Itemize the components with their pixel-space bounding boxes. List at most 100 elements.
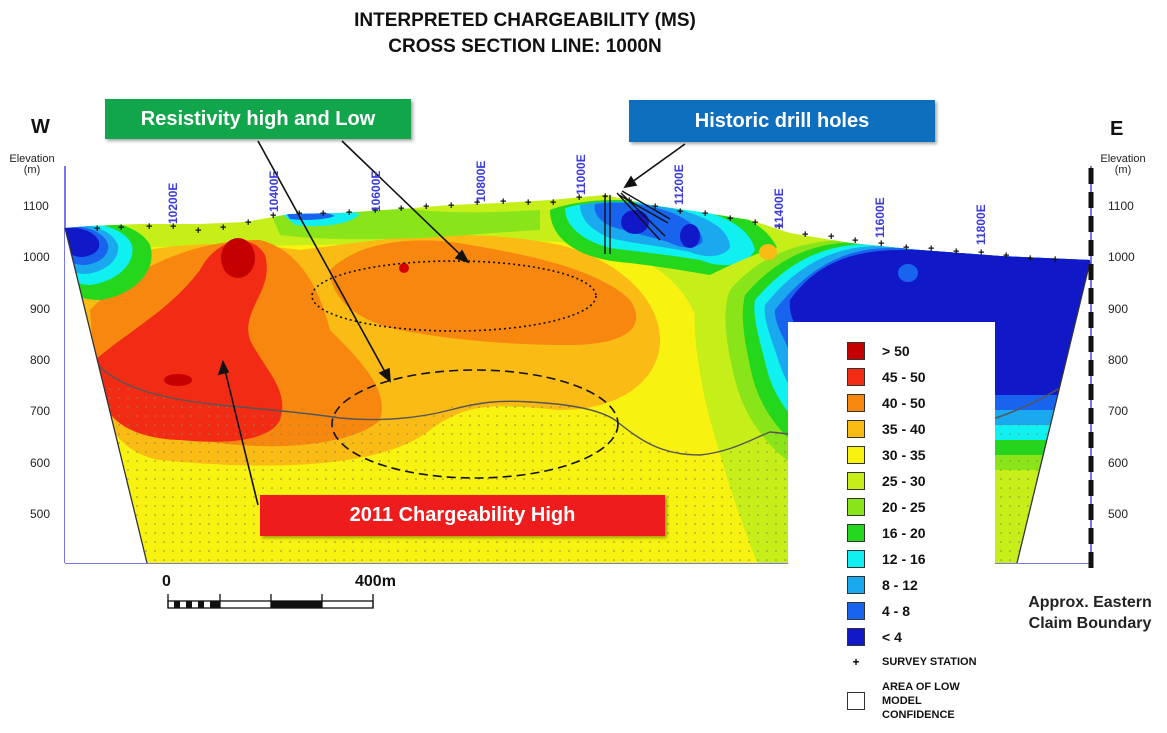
legend-label: 35 - 40: [882, 421, 926, 437]
title-line-1: INTERPRETED CHARGEABILITY (MS): [354, 10, 696, 31]
legend-row-4-8: 4 - 8: [847, 602, 910, 620]
legend-swatch: [847, 342, 865, 360]
low-confidence-swatch: [847, 692, 865, 710]
svg-text:+: +: [852, 235, 858, 247]
elev-right-700: 700: [1108, 404, 1129, 418]
elev-left-700: 700: [30, 404, 51, 418]
legend-row-25-30: 25 - 30: [847, 472, 926, 490]
elevation-title-left-line1: Elevation: [9, 153, 55, 165]
drill-holes-callout: Historic drill holes: [629, 100, 935, 142]
svg-text:+: +: [928, 243, 934, 255]
legend-swatch: [847, 472, 865, 490]
elev-left-800: 800: [30, 353, 51, 367]
svg-text:+: +: [170, 221, 176, 233]
legend-swatch: [847, 628, 865, 646]
svg-text:+: +: [953, 246, 959, 258]
elev-right-500: 500: [1108, 507, 1129, 521]
legend-row-lt4: < 4: [847, 628, 902, 646]
station-label-10800E: 10800E: [474, 161, 488, 202]
station-label-11200E: 11200E: [672, 164, 686, 205]
legend-row-30-35: 30 - 35: [847, 446, 926, 464]
scale-bar: [167, 594, 374, 609]
legend-row-45-50: 45 - 50: [847, 368, 926, 386]
svg-text:+: +: [802, 229, 808, 241]
svg-text:+: +: [878, 238, 884, 250]
svg-text:+: +: [270, 210, 276, 222]
contour-drill-darkblue-b: [680, 224, 700, 248]
legend-row-35-40: 35 - 40: [847, 420, 926, 438]
svg-text:+: +: [677, 206, 683, 218]
legend-row-8-12: 8 - 12: [847, 576, 918, 594]
low-confidence-line2: MODEL: [882, 695, 922, 707]
elev-left-500: 500: [30, 507, 51, 521]
contour-gt50-a: [221, 238, 255, 278]
legend-label: 20 - 25: [882, 499, 926, 515]
legend-row-40-50: 40 - 50: [847, 394, 926, 412]
legend-swatch: [847, 498, 865, 516]
low-confidence-line3: CONFIDENCE: [882, 709, 955, 721]
elev-right-600: 600: [1108, 456, 1129, 470]
elev-left-1000: 1000: [23, 250, 50, 264]
legend-swatch: [847, 602, 865, 620]
contour-drill-darkblue-a: [621, 210, 649, 234]
low-confidence-line1: AREA OF LOW: [882, 681, 960, 693]
station-label-10600E: 10600E: [369, 171, 383, 212]
contour-gt50-b: [164, 374, 192, 386]
left-wedge-edge: [64, 227, 148, 564]
svg-text:+: +: [474, 197, 480, 209]
legend-row-16-20: 16 - 20: [847, 524, 926, 542]
svg-text:+: +: [903, 242, 909, 254]
claim-boundary-label: Approx. Eastern Claim Boundary: [1010, 592, 1167, 634]
claim-boundary-line2: Claim Boundary: [1028, 615, 1152, 632]
legend-label: < 4: [882, 629, 902, 645]
elev-left-600: 600: [30, 456, 51, 470]
elev-right-1100: 1100: [1108, 199, 1134, 213]
station-label-11000E: 11000E: [574, 154, 588, 195]
legend-label: 12 - 16: [882, 551, 926, 567]
svg-text:+: +: [500, 196, 506, 208]
svg-text:+: +: [1027, 253, 1033, 265]
chargeability-ellipse: [331, 369, 619, 479]
legend-row-low-confidence: AREA OF LOW MODEL CONFIDENCE: [847, 680, 960, 722]
legend-label: 30 - 35: [882, 447, 926, 463]
drill-hole-traces: [604, 190, 671, 254]
svg-text:+: +: [448, 200, 454, 212]
legend-row-survey-station: + SURVEY STATION: [847, 655, 976, 669]
legend-swatch: [847, 550, 865, 568]
contour-west-darkblue: [65, 227, 100, 257]
station-label-10400E: 10400E: [267, 171, 281, 212]
station-label-11600E: 11600E: [873, 197, 887, 238]
claim-boundary-line1: Approx. Eastern: [1028, 594, 1152, 611]
legend-row-20-25: 20 - 25: [847, 498, 926, 516]
right-wedge-edge: [1016, 261, 1091, 564]
svg-text:+: +: [978, 247, 984, 259]
elev-left-1100: 1100: [23, 199, 49, 213]
svg-text:+: +: [94, 223, 100, 235]
resistivity-ellipse: [311, 260, 597, 332]
legend-label: 25 - 30: [882, 473, 926, 489]
legend-swatch: [847, 368, 865, 386]
elev-left-900: 900: [30, 302, 51, 316]
svg-text:+: +: [1052, 254, 1058, 266]
chargeability-high-callout: 2011 Chargeability High: [260, 495, 665, 536]
legend-label: 16 - 20: [882, 525, 926, 541]
elev-right-1000: 1000: [1108, 250, 1135, 264]
svg-text:+: +: [346, 207, 352, 219]
svg-text:+: +: [652, 201, 658, 213]
station-label-10200E: 10200E: [166, 183, 180, 224]
svg-text:+: +: [320, 208, 326, 220]
legend-label: > 50: [882, 343, 910, 359]
title-line-2: CROSS SECTION LINE: 1000N: [388, 36, 662, 57]
station-label-11800E: 11800E: [974, 204, 988, 245]
legend-row-12-16: 12 - 16: [847, 550, 926, 568]
station-label-11400E: 11400E: [772, 188, 786, 229]
elevation-title-right-line2: (m): [1114, 164, 1132, 176]
survey-station-symbol: +: [852, 655, 860, 669]
elev-right-900: 900: [1108, 302, 1129, 316]
contour-east-pocket: [898, 264, 918, 282]
svg-text:+: +: [398, 203, 404, 215]
legend-swatch: [847, 524, 865, 542]
legend-swatch: [847, 576, 865, 594]
svg-text:+: +: [828, 231, 834, 243]
callout-arrows: [217, 140, 686, 506]
